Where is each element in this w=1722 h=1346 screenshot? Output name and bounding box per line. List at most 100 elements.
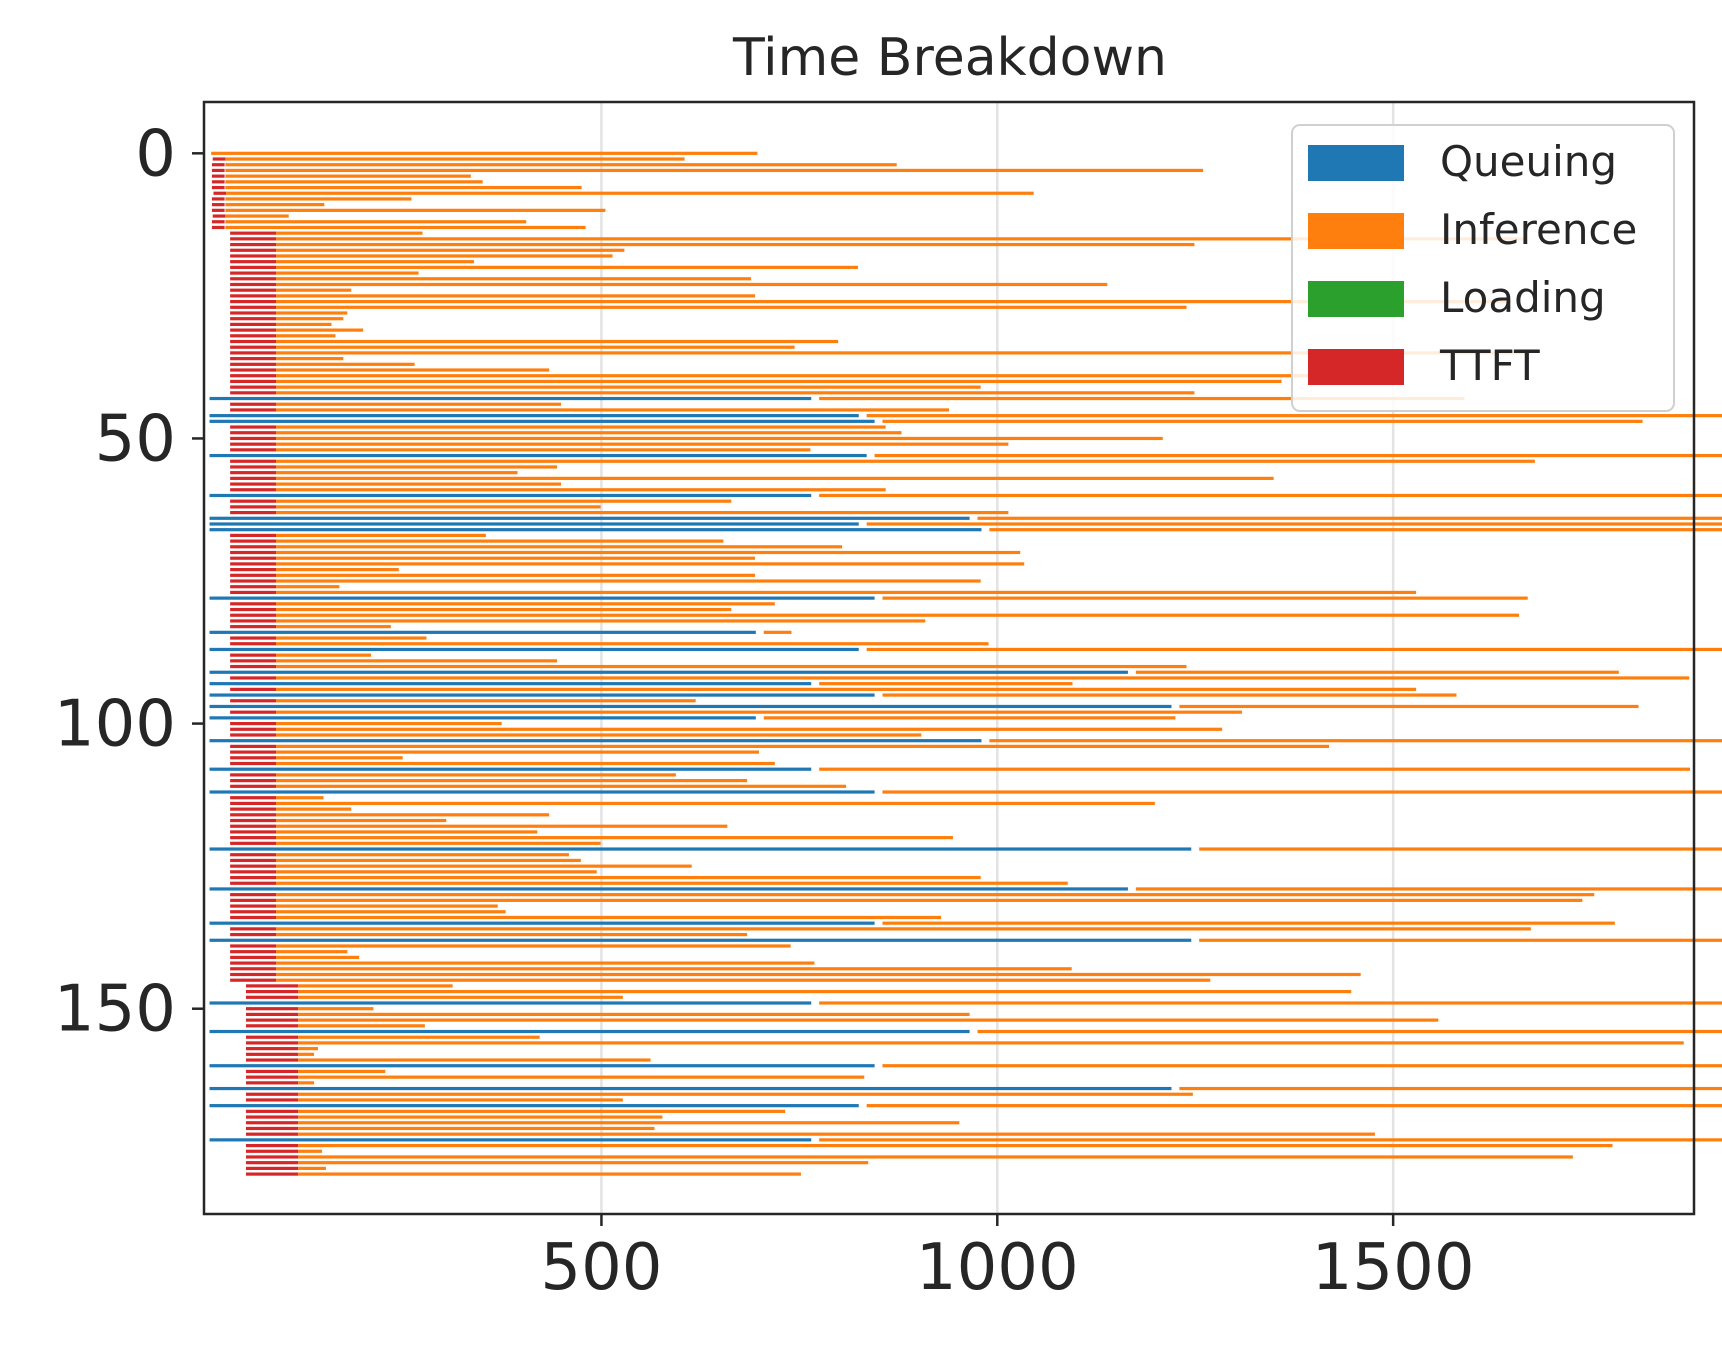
bar-queuing-129 xyxy=(209,887,1128,891)
bar-inference-113 xyxy=(276,796,324,800)
bar-inference-19 xyxy=(276,260,474,264)
bar-inference-10 xyxy=(225,208,606,212)
legend: Queuing Inference Loading TTFT xyxy=(1291,124,1675,412)
bar-queuing-60 xyxy=(209,493,812,498)
bar-inference-139 xyxy=(276,944,791,948)
bar-ttft-109 xyxy=(230,773,277,777)
bar-inference-128 xyxy=(276,881,1068,885)
bar-ttft-59 xyxy=(230,488,277,492)
bar-inference-116 xyxy=(276,813,550,817)
bar-inference-32 xyxy=(276,334,336,338)
bar-inference-40 xyxy=(276,379,1282,384)
bar-inference-112 xyxy=(882,790,1722,794)
bar-inference-45 xyxy=(276,408,950,412)
y-tick-label-50: 50 xyxy=(95,402,176,476)
bar-ttft-101 xyxy=(230,727,277,731)
bar-inference-11 xyxy=(225,214,289,218)
bar-queuing-95 xyxy=(209,693,875,697)
bar-inference-134 xyxy=(276,915,942,920)
bar-ttft-11 xyxy=(212,214,226,218)
bar-inference-138 xyxy=(1199,938,1722,942)
bar-inference-111 xyxy=(276,784,847,788)
legend-label-ttft: TTFT xyxy=(1439,341,1540,390)
bar-ttft-62 xyxy=(230,505,277,509)
bar-ttft-92 xyxy=(230,676,277,680)
bar-queuing-164 xyxy=(209,1086,1172,1091)
bar-queuing-53 xyxy=(209,453,867,458)
bar-ttft-13 xyxy=(211,225,225,230)
x-tick-label-1000: 1000 xyxy=(916,1231,1079,1305)
bar-queuing-78 xyxy=(209,596,875,600)
bar-ttft-137 xyxy=(230,932,277,937)
bar-inference-54 xyxy=(276,459,1535,463)
bar-ttft-73 xyxy=(230,568,277,572)
bar-ttft-119 xyxy=(230,830,277,834)
bar-inference-70 xyxy=(276,550,1021,555)
bar-inference-166 xyxy=(298,1098,623,1102)
bar-ttft-77 xyxy=(230,590,277,595)
bar-ttft-28 xyxy=(230,311,277,315)
x-tick-label-1500: 1500 xyxy=(1312,1231,1475,1305)
bar-inference-154 xyxy=(977,1029,1722,1034)
bar-inference-118 xyxy=(276,824,728,828)
bar-inference-131 xyxy=(276,898,1583,902)
bar-inference-47 xyxy=(882,419,1643,423)
bar-ttft-55 xyxy=(230,465,277,469)
bar-ttft-118 xyxy=(230,824,277,828)
bar-ttft-17 xyxy=(230,248,277,252)
bar-inference-114 xyxy=(276,801,1155,806)
bar-inference-59 xyxy=(276,488,886,492)
bar-inference-103 xyxy=(989,739,1722,743)
bar-inference-124 xyxy=(276,858,581,863)
bar-inference-169 xyxy=(298,1115,663,1119)
bar-ttft-51 xyxy=(230,442,277,446)
bar-queuing-108 xyxy=(209,767,812,771)
bar-ttft-169 xyxy=(245,1115,299,1119)
bar-ttft-33 xyxy=(230,339,277,344)
bar-inference-130 xyxy=(276,893,1595,897)
bar-inference-4 xyxy=(225,174,471,178)
bar-ttft-151 xyxy=(245,1012,299,1017)
bar-queuing-167 xyxy=(209,1104,859,1108)
bar-ttft-148 xyxy=(245,995,299,999)
bar-inference-164 xyxy=(1179,1086,1722,1091)
bar-ttft-123 xyxy=(230,853,277,857)
bar-inference-34 xyxy=(276,345,795,349)
bar-inference-1 xyxy=(225,157,685,161)
bar-inference-61 xyxy=(276,499,732,503)
bar-inference-12 xyxy=(225,220,527,224)
x-tick-label-500: 500 xyxy=(540,1231,662,1305)
bar-queuing-46 xyxy=(209,414,859,418)
bar-inference-136 xyxy=(276,927,1531,931)
bar-ttft-69 xyxy=(230,545,277,549)
bar-ttft-104 xyxy=(230,744,277,748)
bar-inference-72 xyxy=(276,562,1025,566)
bar-inference-22 xyxy=(276,277,752,281)
bar-ttft-26 xyxy=(230,299,277,304)
bar-ttft-163 xyxy=(245,1081,299,1085)
bar-ttft-136 xyxy=(230,927,277,931)
bar-ttft-176 xyxy=(245,1155,299,1159)
bar-inference-46 xyxy=(866,414,1722,418)
legend-label-loading: Loading xyxy=(1440,273,1606,322)
bar-ttft-139 xyxy=(230,944,277,948)
bar-inference-69 xyxy=(276,545,843,549)
bar-ttft-143 xyxy=(230,967,277,971)
bar-ttft-177 xyxy=(245,1161,299,1165)
bars-layer xyxy=(209,151,1722,1176)
bar-inference-27 xyxy=(276,305,1187,309)
bar-ttft-10 xyxy=(211,208,225,212)
bar-ttft-75 xyxy=(230,579,277,583)
bar-inference-78 xyxy=(882,596,1528,600)
bar-inference-102 xyxy=(276,733,922,737)
bar-inference-20 xyxy=(276,265,858,269)
bar-inference-143 xyxy=(276,967,1072,971)
bar-ttft-42 xyxy=(230,391,277,395)
bar-inference-133 xyxy=(276,910,506,914)
bar-ttft-172 xyxy=(245,1132,299,1136)
bar-ttft-170 xyxy=(245,1121,299,1125)
bar-inference-7 xyxy=(226,191,1034,195)
bar-ttft-68 xyxy=(230,539,277,543)
bar-inference-64 xyxy=(977,516,1722,520)
bar-ttft-76 xyxy=(230,585,277,589)
